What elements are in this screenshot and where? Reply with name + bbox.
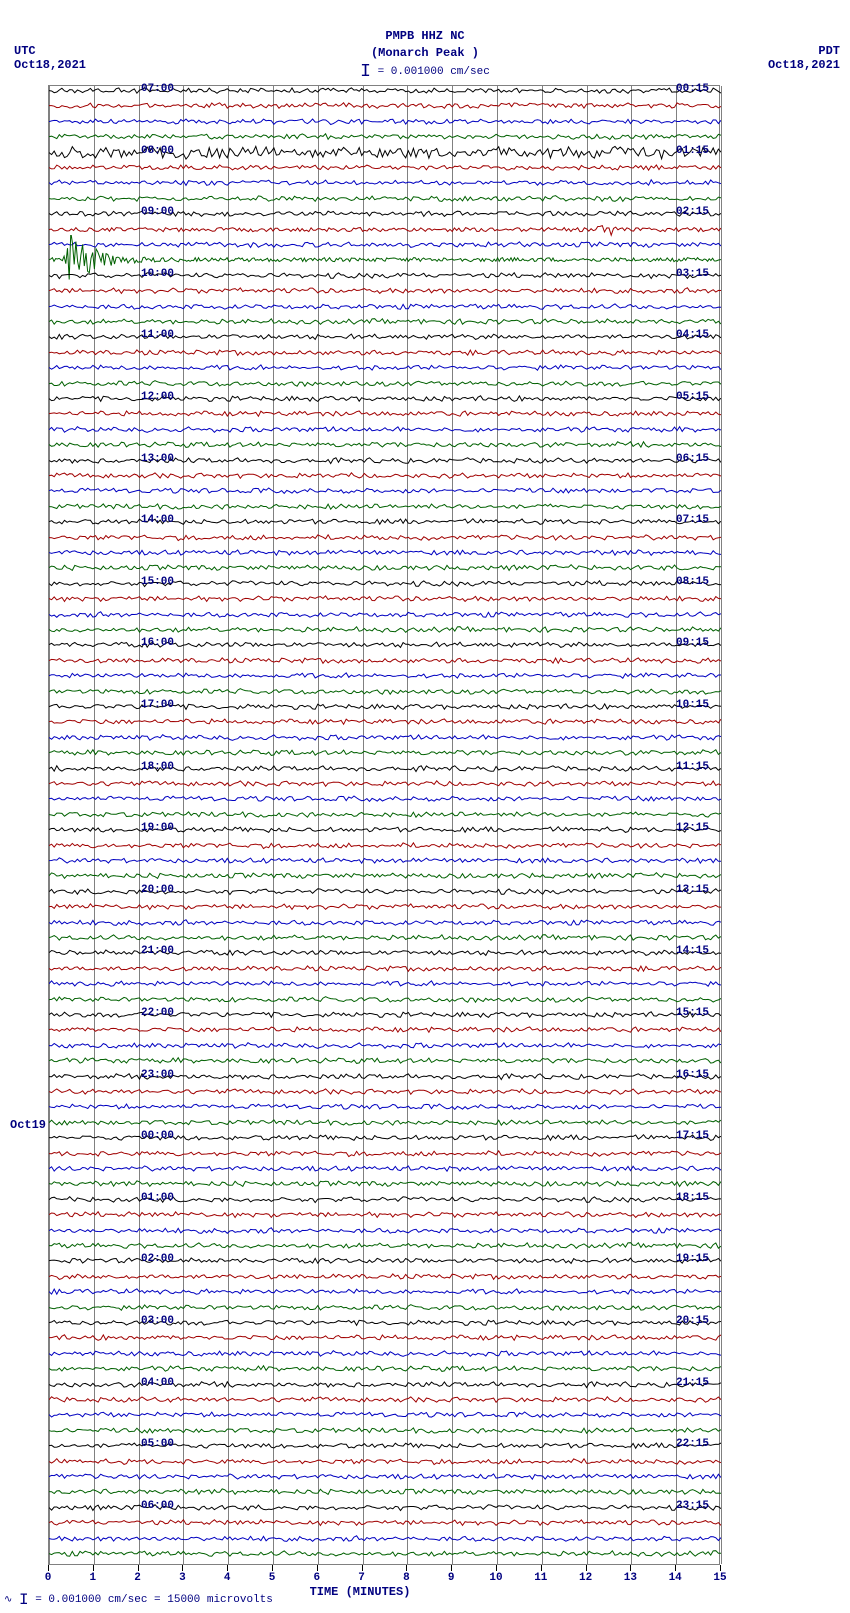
xaxis-tick	[675, 1565, 676, 1571]
pdt-time-label: 17:15	[676, 1130, 709, 1142]
xaxis-tick	[272, 1565, 273, 1571]
utc-time-label: 13:00	[141, 453, 174, 465]
utc-time-label: 14:00	[141, 514, 174, 526]
pdt-time-label: 14:15	[676, 945, 709, 957]
pdt-time-label: 16:15	[676, 1069, 709, 1081]
footer-scale: ∿ I = 0.001000 cm/sec = 15000 microvolts	[4, 1589, 273, 1607]
xaxis-tick	[406, 1565, 407, 1571]
pdt-time-label: 00:15	[676, 83, 709, 95]
footer-text: = 0.001000 cm/sec = 15000 microvolts	[35, 1594, 273, 1606]
utc-time-label: 21:00	[141, 945, 174, 957]
xaxis-tick-label: 8	[403, 1572, 410, 1584]
pdt-time-label: 07:15	[676, 514, 709, 526]
utc-time-label: 09:00	[141, 206, 174, 218]
utc-time-label: 15:00	[141, 576, 174, 588]
xaxis-tick-label: 2	[134, 1572, 141, 1584]
pdt-time-label: 12:15	[676, 822, 709, 834]
seismic-trace	[49, 1529, 721, 1584]
utc-time-label: 18:00	[141, 761, 174, 773]
utc-time-label: 20:00	[141, 884, 174, 896]
utc-time-label: 05:00	[141, 1438, 174, 1450]
xaxis-tick	[138, 1565, 139, 1571]
xaxis-tick	[182, 1565, 183, 1571]
xaxis-tick	[586, 1565, 587, 1571]
utc-time-label: 16:00	[141, 637, 174, 649]
utc-time-label: 10:00	[141, 268, 174, 280]
left-tz: UTC	[14, 44, 36, 58]
xaxis-tick	[48, 1565, 49, 1571]
utc-time-label: 17:00	[141, 699, 174, 711]
pdt-time-label: 04:15	[676, 329, 709, 341]
xaxis-tick	[227, 1565, 228, 1571]
utc-time-label: 03:00	[141, 1315, 174, 1327]
xaxis-tick-label: 11	[534, 1572, 547, 1584]
utc-time-label: 12:00	[141, 391, 174, 403]
xaxis-tick	[496, 1565, 497, 1571]
xaxis-tick-label: 0	[45, 1572, 52, 1584]
xaxis-tick-label: 4	[224, 1572, 231, 1584]
xaxis-tick-label: 6	[313, 1572, 320, 1584]
utc-time-label: 19:00	[141, 822, 174, 834]
xaxis-tick	[451, 1565, 452, 1571]
xaxis-tick	[630, 1565, 631, 1571]
station-header: PMPB HHZ NC (Monarch Peak )	[0, 28, 850, 62]
xaxis-tick-label: 9	[448, 1572, 455, 1584]
pdt-time-label: 11:15	[676, 761, 709, 773]
pdt-time-label: 08:15	[676, 576, 709, 588]
gridline-v	[721, 86, 722, 1564]
right-date: Oct18,2021	[768, 58, 840, 72]
xaxis-tick-label: 7	[358, 1572, 365, 1584]
xaxis-tick-label: 10	[489, 1572, 502, 1584]
right-tz: PDT	[818, 44, 840, 58]
pdt-time-label: 09:15	[676, 637, 709, 649]
xaxis-tick	[317, 1565, 318, 1571]
pdt-time-label: 03:15	[676, 268, 709, 280]
pdt-time-label: 02:15	[676, 206, 709, 218]
utc-time-label: 02:00	[141, 1253, 174, 1265]
pdt-time-label: 13:15	[676, 884, 709, 896]
pdt-time-label: 23:15	[676, 1500, 709, 1512]
xaxis-tick	[362, 1565, 363, 1571]
station-code: PMPB HHZ NC	[0, 28, 850, 45]
utc-time-label: 22:00	[141, 1007, 174, 1019]
xaxis-tick	[93, 1565, 94, 1571]
xaxis-tick-label: 13	[624, 1572, 637, 1584]
utc-date-mid: Oct19	[10, 1118, 46, 1132]
pdt-time-label: 18:15	[676, 1192, 709, 1204]
utc-time-label: 11:00	[141, 329, 174, 341]
xaxis-tick-label: 1	[89, 1572, 96, 1584]
pdt-time-label: 19:15	[676, 1253, 709, 1265]
pdt-time-label: 06:15	[676, 453, 709, 465]
pdt-time-label: 01:15	[676, 145, 709, 157]
xaxis-tick-label: 15	[713, 1572, 726, 1584]
pdt-time-label: 20:15	[676, 1315, 709, 1327]
utc-time-label: 01:00	[141, 1192, 174, 1204]
xaxis-tick-label: 3	[179, 1572, 186, 1584]
xaxis-tick	[541, 1565, 542, 1571]
pdt-time-label: 21:15	[676, 1377, 709, 1389]
xaxis-tick-label: 12	[579, 1572, 592, 1584]
utc-time-label: 08:00	[141, 145, 174, 157]
utc-time-label: 06:00	[141, 1500, 174, 1512]
utc-time-label: 04:00	[141, 1377, 174, 1389]
xaxis-tick	[720, 1565, 721, 1571]
pdt-time-label: 05:15	[676, 391, 709, 403]
xaxis-tick-label: 5	[269, 1572, 276, 1584]
pdt-time-label: 15:15	[676, 1007, 709, 1019]
pdt-time-label: 10:15	[676, 699, 709, 711]
utc-time-label: 00:00	[141, 1130, 174, 1142]
utc-time-label: 23:00	[141, 1069, 174, 1081]
pdt-time-label: 22:15	[676, 1438, 709, 1450]
utc-time-label: 07:00	[141, 83, 174, 95]
xaxis-tick-label: 14	[669, 1572, 682, 1584]
